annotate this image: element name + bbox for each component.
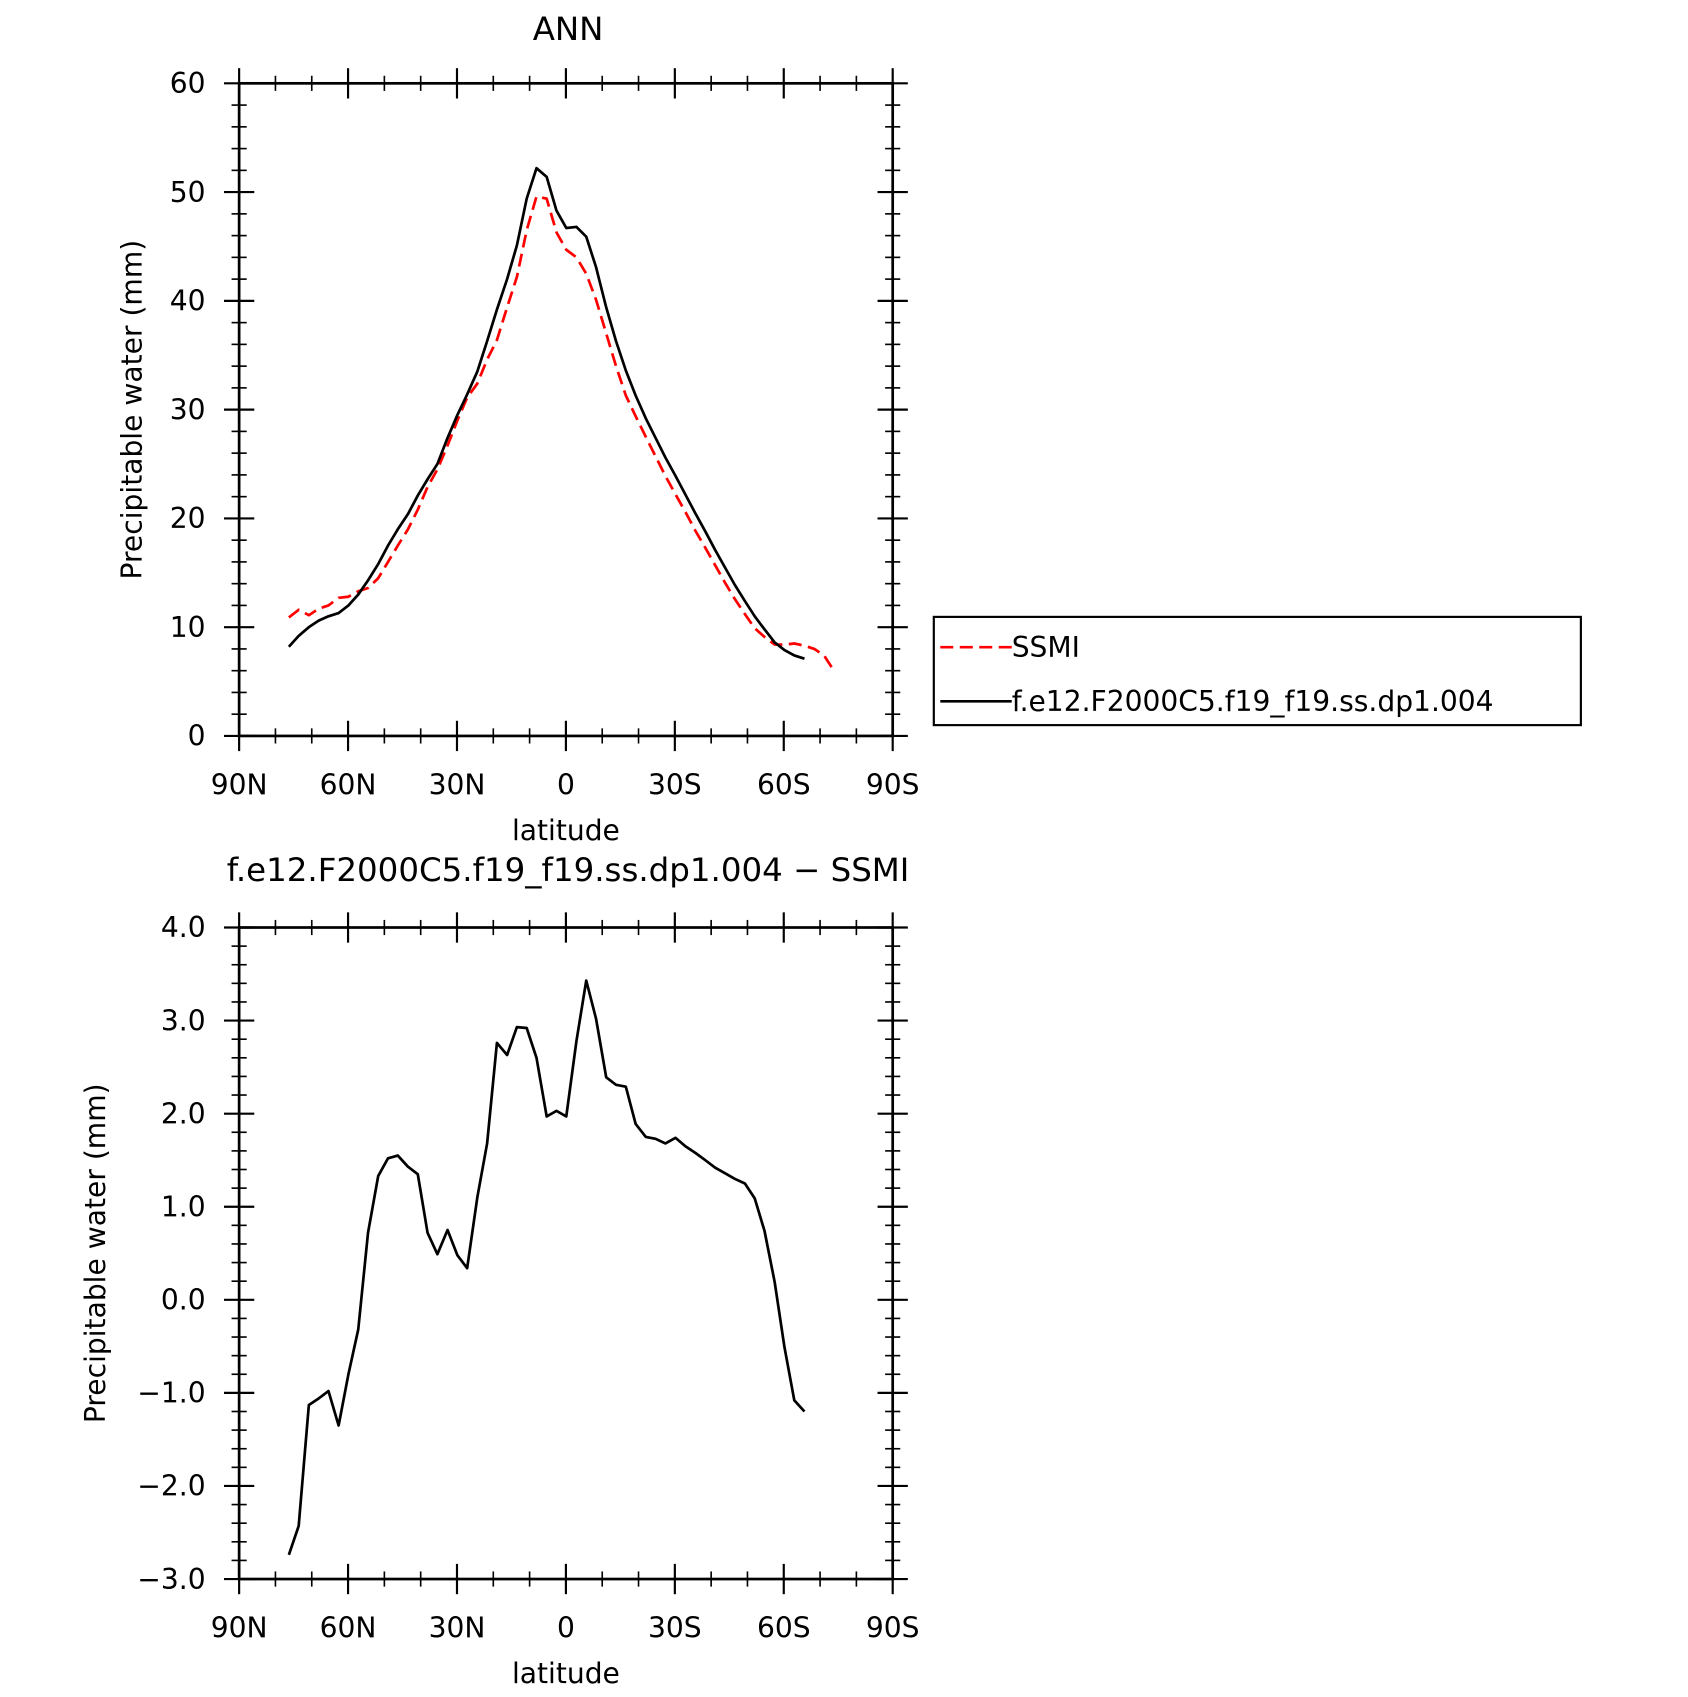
data-line (288, 195, 836, 672)
x-tick-label: 0 (557, 768, 575, 801)
y-axis-label: Precipitable water (mm) (79, 1083, 112, 1423)
y-tick-label: 1.0 (161, 1190, 206, 1223)
x-tick-label: 60N (320, 1611, 377, 1644)
x-tick-label: 0 (557, 1611, 575, 1644)
y-tick-label: 20 (170, 502, 206, 535)
y-tick-label: −1.0 (137, 1377, 205, 1410)
x-axis-label: latitude (512, 814, 620, 847)
x-tick-label: 30S (648, 1611, 702, 1644)
y-tick-label: 0.0 (161, 1284, 206, 1317)
x-axis-label: latitude (512, 1657, 620, 1690)
y-tick-label: 2.0 (161, 1097, 206, 1130)
x-tick-label: 60S (757, 768, 811, 801)
y-tick-label: 3.0 (161, 1004, 206, 1037)
y-tick-label: 30 (170, 393, 206, 426)
x-tick-label: 90N (211, 768, 268, 801)
x-tick-label: 30N (429, 1611, 486, 1644)
y-tick-label: 60 (170, 67, 206, 100)
legend-box (932, 615, 1582, 727)
y-tick-label: −3.0 (137, 1563, 205, 1596)
chart-title: ANN (533, 10, 604, 48)
plot-frame (237, 81, 895, 738)
y-tick-label: 0 (188, 720, 206, 753)
x-tick-label: 90S (866, 1611, 920, 1644)
data-line (287, 979, 806, 1556)
y-tick-label: −2.0 (137, 1470, 205, 1503)
y-tick-label: 50 (170, 176, 206, 209)
x-tick-label: 30S (648, 768, 702, 801)
y-tick-label: 4.0 (161, 911, 206, 944)
x-tick-label: 60S (757, 1611, 811, 1644)
x-tick-label: 60N (320, 768, 377, 801)
legend-label: SSMI (1012, 631, 1080, 664)
chart-title: f.e12.F2000C5.f19_f19.ss.dp1.004 − SSMI (227, 851, 910, 889)
y-tick-label: 40 (170, 285, 206, 318)
legend-label: f.e12.F2000C5.f19_f19.ss.dp1.004 (1012, 685, 1494, 718)
y-tick-label: 10 (170, 611, 206, 644)
plot-frame (237, 926, 895, 1581)
x-tick-label: 90N (211, 1611, 268, 1644)
y-axis-label: Precipitable water (mm) (116, 240, 149, 580)
x-tick-label: 90S (866, 768, 920, 801)
x-tick-label: 30N (429, 768, 486, 801)
data-line (287, 166, 805, 661)
